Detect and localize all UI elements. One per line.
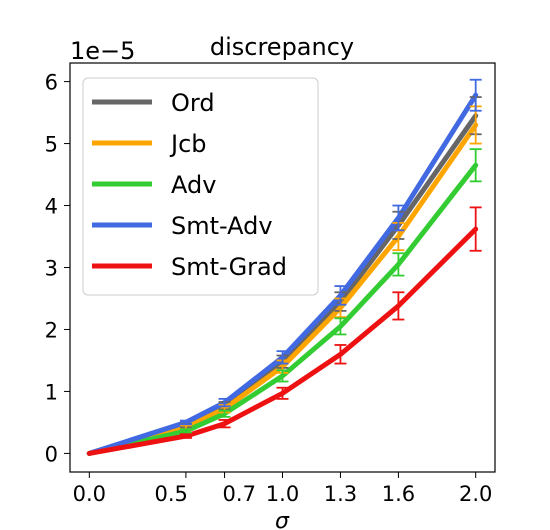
y-scale-label: 1e−5 (70, 37, 135, 65)
legend-item: Adv (92, 171, 216, 199)
error-bars (179, 78, 482, 439)
x-tick-label: 2.0 (459, 482, 492, 506)
error-bar (469, 206, 482, 252)
y-tick-label: 6 (45, 71, 58, 95)
error-bar (334, 317, 347, 336)
error-bar (276, 369, 289, 383)
x-tick-label: 0.0 (73, 482, 106, 506)
x-axis-ticks: 0.0 0.5 0.7 1.0 1.3 1.6 2.0 (73, 472, 492, 506)
legend-item: Jcb (92, 130, 207, 158)
error-bar (334, 285, 347, 306)
y-tick-label: 2 (45, 318, 58, 342)
error-bar (392, 204, 405, 232)
error-bar (218, 397, 231, 408)
error-bar (276, 350, 289, 365)
error-bar (179, 433, 192, 439)
error-bar (334, 344, 347, 365)
error-bar (469, 148, 482, 183)
legend-label: Smt-Grad (171, 253, 287, 281)
error-bar (276, 386, 289, 400)
y-axis-ticks: 0 1 2 3 4 5 6 (45, 71, 70, 466)
x-tick-label: 1.0 (266, 482, 299, 506)
error-bar (179, 419, 192, 426)
error-bar (179, 428, 192, 434)
y-tick-label: 4 (45, 195, 58, 219)
error-bar (218, 409, 231, 418)
error-bar (392, 252, 405, 277)
legend-item: Smt-Grad (92, 253, 287, 281)
x-axis-label: σ (275, 509, 290, 530)
x-tick-label: 1.6 (382, 482, 415, 506)
legend: Ord Jcb Adv Smt-Adv Smt-Grad (82, 77, 319, 296)
legend-label: Jcb (169, 130, 207, 158)
x-tick-label: 0.7 (223, 482, 256, 506)
chart-title: discrepancy (210, 33, 354, 61)
error-bar (392, 291, 405, 321)
legend-box (82, 77, 319, 296)
y-tick-label: 5 (45, 133, 58, 157)
y-tick-label: 1 (45, 380, 58, 404)
error-bar (469, 78, 482, 112)
legend-item: Smt-Adv (92, 212, 273, 240)
legend-label: Smt-Adv (171, 212, 273, 240)
legend-label: Ord (171, 89, 215, 117)
legend-item: Ord (92, 89, 215, 117)
y-tick-label: 3 (45, 257, 58, 281)
y-tick-label: 0 (45, 442, 58, 466)
legend-label: Adv (171, 171, 216, 199)
error-bar (218, 419, 231, 429)
x-tick-label: 0.5 (155, 482, 188, 506)
x-tick-label: 1.3 (324, 482, 357, 506)
